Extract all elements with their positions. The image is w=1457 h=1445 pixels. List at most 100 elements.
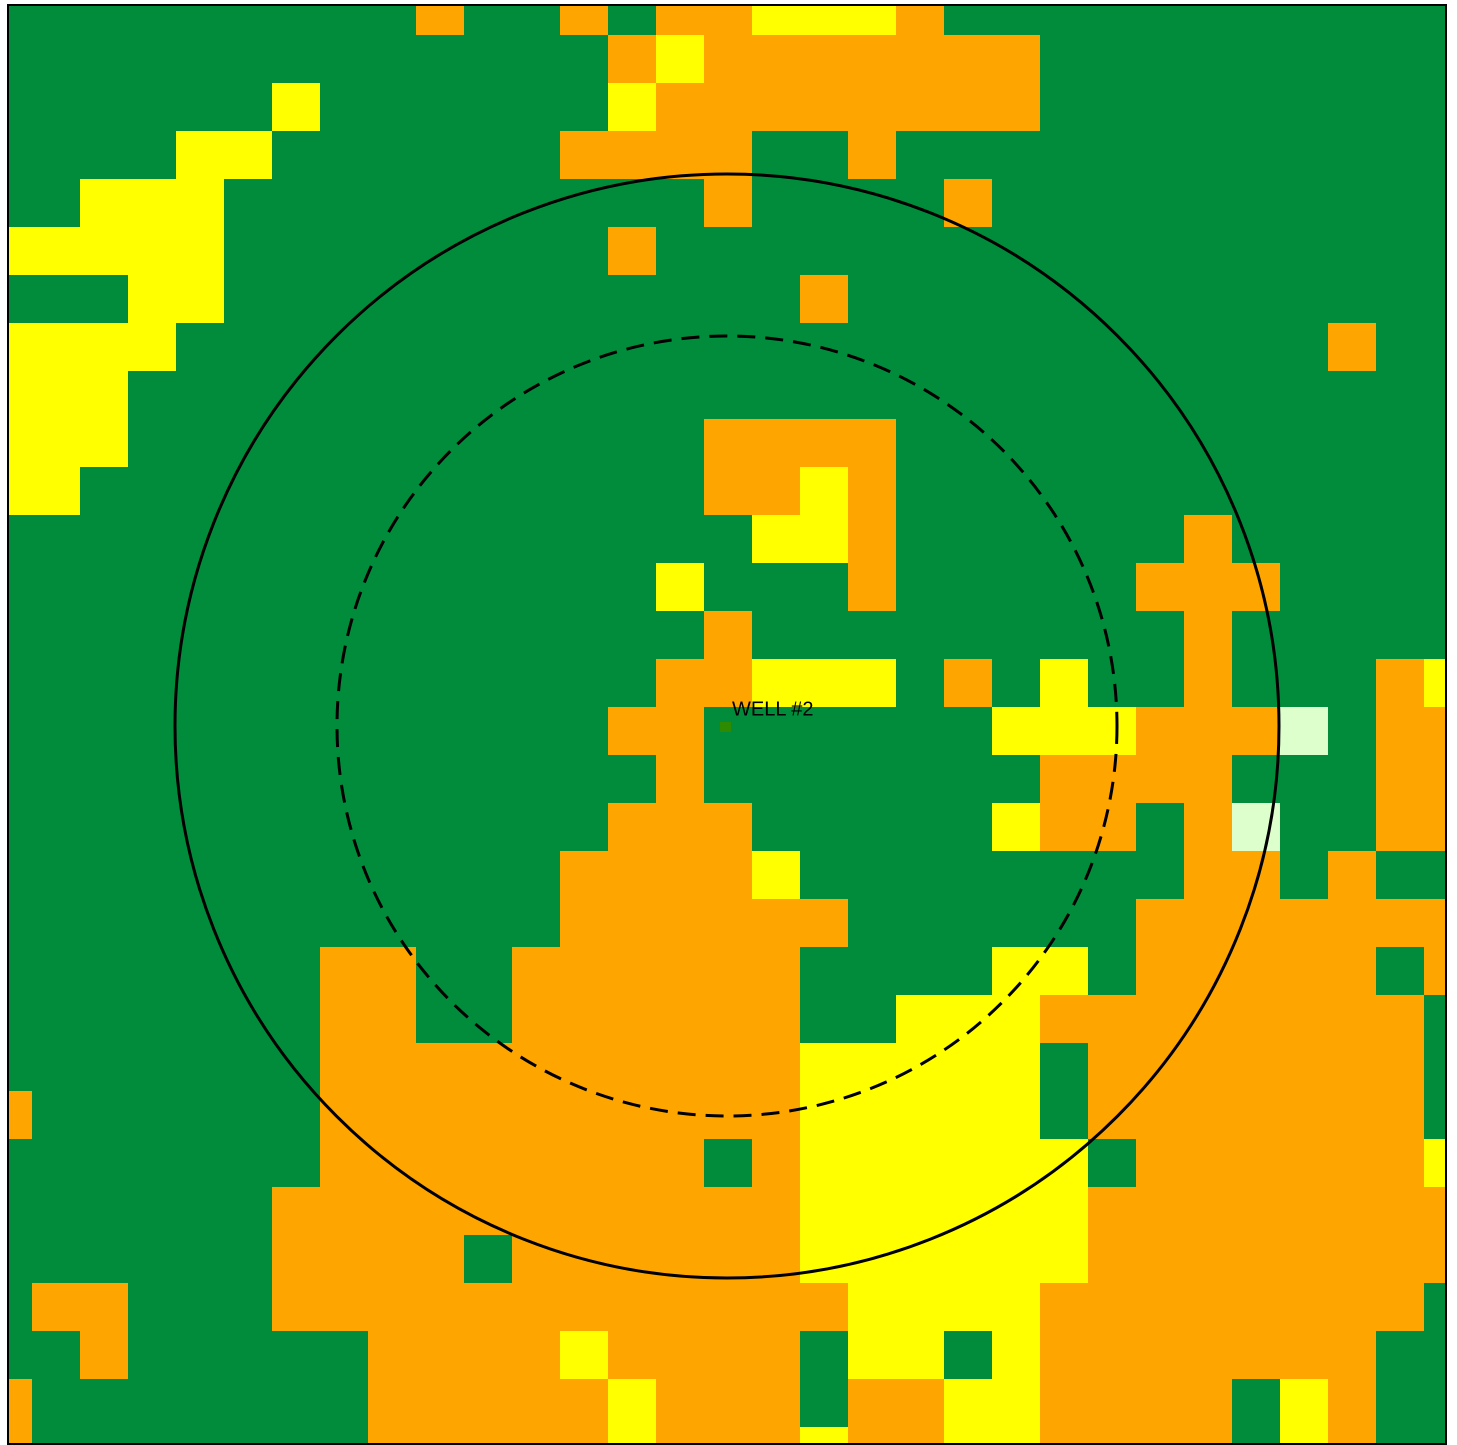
land-cover-cell (608, 707, 657, 756)
land-cover-cell (224, 659, 273, 708)
land-cover-cell (704, 1187, 753, 1236)
land-cover-cell (8, 947, 33, 996)
outer-buffer-circle (173, 172, 1281, 1280)
land-cover-cell (272, 1139, 321, 1188)
land-cover-cell (416, 1283, 465, 1332)
land-cover-cell (992, 803, 1041, 852)
land-cover-cell (704, 1379, 753, 1428)
land-cover-cell (1280, 659, 1329, 708)
map-frame (7, 4, 1447, 1445)
land-cover-cell (8, 179, 33, 228)
land-cover-cell (1280, 467, 1329, 516)
land-cover-cell (128, 83, 177, 132)
land-cover-cell (1280, 611, 1329, 660)
land-cover-cell (848, 707, 897, 756)
land-cover-cell (1328, 515, 1377, 564)
land-cover-cell (1328, 803, 1377, 852)
land-cover-cell (368, 1187, 417, 1236)
land-cover-cell (896, 755, 945, 804)
land-cover-cell (464, 1139, 513, 1188)
land-cover-cell (656, 899, 705, 948)
land-cover-cell (176, 755, 225, 804)
land-cover-cell (320, 947, 369, 996)
land-cover-cell (224, 1139, 273, 1188)
land-cover-cell (320, 371, 369, 420)
land-cover-cell (272, 5, 321, 36)
land-cover-cell (176, 179, 225, 228)
land-cover-cell (80, 1091, 129, 1140)
land-cover-cell (896, 467, 945, 516)
land-cover-cell (320, 275, 369, 324)
land-cover-cell (1184, 947, 1233, 996)
land-cover-cell (272, 1379, 321, 1428)
land-cover-cell (560, 1139, 609, 1188)
land-cover-cell (512, 1331, 561, 1380)
land-cover-cell (1280, 131, 1329, 180)
land-cover-cell (272, 755, 321, 804)
land-cover-cell (128, 611, 177, 660)
land-cover-cell (1424, 131, 1447, 180)
land-cover-cell (944, 659, 993, 708)
land-cover-cell (752, 179, 801, 228)
land-cover-cell (1232, 1331, 1281, 1380)
land-cover-cell (896, 707, 945, 756)
land-cover-cell (368, 659, 417, 708)
land-cover-cell (800, 371, 849, 420)
land-cover-cell (752, 755, 801, 804)
land-cover-cell (944, 515, 993, 564)
land-cover-cell (752, 899, 801, 948)
land-cover-cell (896, 611, 945, 660)
land-cover-cell (1424, 947, 1447, 996)
land-cover-cell (8, 83, 33, 132)
land-cover-cell (1376, 707, 1425, 756)
land-cover-cell (176, 323, 225, 372)
land-cover-cell (560, 611, 609, 660)
land-cover-cell (704, 227, 753, 276)
land-cover-cell (1424, 323, 1447, 372)
land-cover-cell (704, 1139, 753, 1188)
land-cover-cell (1088, 1283, 1137, 1332)
land-cover-cell (1136, 755, 1185, 804)
land-cover-cell (848, 1379, 897, 1428)
land-cover-cell (704, 35, 753, 84)
land-cover-cell (1424, 611, 1447, 660)
land-cover-cell (1136, 419, 1185, 468)
land-cover-cell (944, 1139, 993, 1188)
land-cover-cell (944, 1427, 993, 1445)
land-cover-cell (608, 995, 657, 1044)
land-cover-cell (704, 323, 753, 372)
land-cover-cell (1184, 755, 1233, 804)
land-cover-cell (800, 275, 849, 324)
land-cover-cell (1376, 659, 1425, 708)
land-cover-cell (752, 371, 801, 420)
land-cover-cell (944, 5, 993, 36)
land-cover-cell (560, 1331, 609, 1380)
land-cover-cell (320, 1427, 369, 1445)
land-cover-cell (32, 1379, 81, 1428)
land-cover-cell (944, 803, 993, 852)
land-cover-cell (272, 851, 321, 900)
land-cover-cell (1376, 419, 1425, 468)
land-cover-cell (8, 1187, 33, 1236)
land-cover-cell (752, 419, 801, 468)
land-cover-cell (560, 1043, 609, 1092)
land-cover-cell (560, 947, 609, 996)
land-cover-cell (752, 1379, 801, 1428)
land-cover-cell (848, 1043, 897, 1092)
land-cover-cell (32, 467, 81, 516)
land-cover-cell (992, 899, 1041, 948)
land-cover-cell (992, 179, 1041, 228)
land-cover-cell (8, 1043, 33, 1092)
land-cover-cell (80, 563, 129, 612)
land-cover-cell (32, 1139, 81, 1188)
land-cover-cell (224, 563, 273, 612)
land-cover-cell (128, 371, 177, 420)
land-cover-cell (1424, 1235, 1447, 1284)
land-cover-cell (704, 467, 753, 516)
land-cover-cell (1040, 1283, 1089, 1332)
land-cover-cell (1232, 707, 1281, 756)
land-cover-cell (896, 947, 945, 996)
land-cover-cell (128, 707, 177, 756)
land-cover-cell (128, 995, 177, 1044)
land-cover-cell (608, 1379, 657, 1428)
